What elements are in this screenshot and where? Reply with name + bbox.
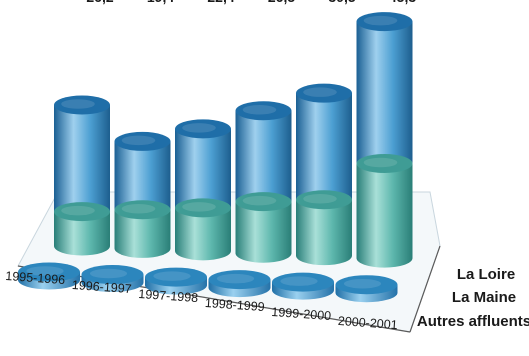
value-label: 26,2 <box>86 0 113 5</box>
value-label: 26,5 <box>268 0 295 5</box>
bar-autres-affluents-0 <box>18 262 80 290</box>
legend-item: La Loire <box>457 266 515 283</box>
bar-la-maine-4 <box>296 190 352 266</box>
category-axis-labels: 1995-1996 1996-1997 1997-1998 1998-1999 1999… <box>5 269 398 332</box>
bar-la-maine-2 <box>175 198 231 261</box>
value-labels: 26,2 19,4 22,4 26,5 30,5 45,3 <box>86 0 416 5</box>
value-label: 30,5 <box>328 0 355 5</box>
category-label: 1997-1998 <box>138 287 199 305</box>
value-label: 45,3 <box>389 0 416 5</box>
bar-la-maine-5 <box>356 154 413 268</box>
legend-item: Autres affluents <box>417 313 529 330</box>
bar-la-maine-3 <box>235 192 292 263</box>
series-autres-affluents <box>18 262 398 303</box>
legend: La Loire La Maine Autres affluents <box>417 266 529 330</box>
legend-item: La Maine <box>452 289 516 306</box>
category-label: 2000-2001 <box>337 314 398 332</box>
category-label: 1998-1999 <box>204 296 265 314</box>
bar-autres-affluents-5 <box>335 275 398 303</box>
category-label: 1996-1997 <box>71 278 132 296</box>
bar-autres-affluents-3 <box>208 270 271 298</box>
bar-autres-affluents-2 <box>145 267 207 295</box>
bar-la-maine-1 <box>114 200 171 258</box>
bar-autres-affluents-1 <box>81 265 144 293</box>
category-label: 1995-1996 <box>5 269 66 287</box>
bar-la-maine-0 <box>54 202 110 256</box>
series-la-maine <box>54 154 413 268</box>
category-label: 1999-2000 <box>271 305 332 323</box>
value-label: 19,4 <box>147 0 174 5</box>
bar-autres-affluents-4 <box>272 272 334 300</box>
value-label: 22,4 <box>207 0 234 5</box>
